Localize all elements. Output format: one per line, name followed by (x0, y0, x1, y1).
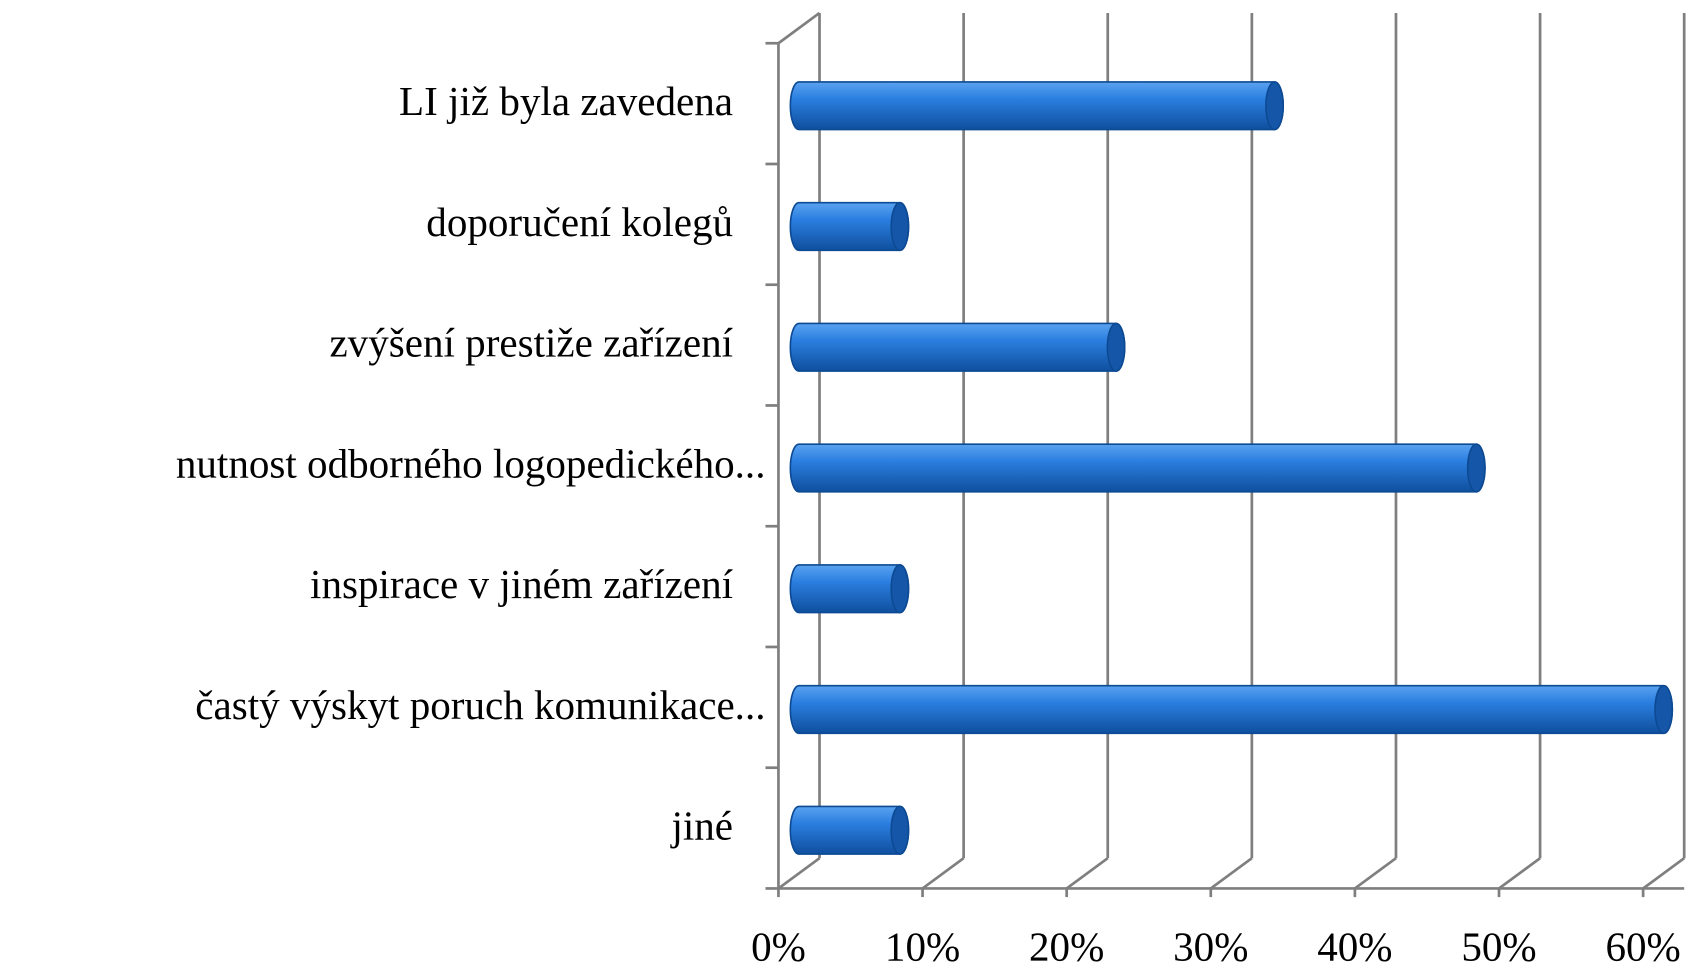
x-tick-label: 10% (885, 924, 960, 970)
x-tick-label: 50% (1461, 924, 1536, 970)
category-label: doporučení kolegů (426, 199, 733, 245)
x-tick-label: 40% (1317, 924, 1392, 970)
category-label: jiné (669, 803, 733, 849)
category-label: nutnost odborného logopedického... (176, 440, 766, 486)
bar (789, 564, 910, 614)
grid-line (1354, 857, 1397, 890)
grid-line (1209, 857, 1253, 890)
bar-cap (890, 805, 910, 855)
bar (789, 201, 910, 252)
category-label: častý výskyt poruch komunikace... (195, 682, 765, 728)
bar-cap (890, 564, 910, 614)
category-label: zvýšení prestiže zařízení (329, 320, 733, 366)
bar-cap (1106, 322, 1126, 372)
bar-cap (1654, 684, 1674, 735)
grid-line (777, 857, 821, 890)
bar (789, 805, 910, 855)
bar-cap (890, 201, 910, 252)
category-label: LI již byla zavedena (399, 78, 733, 124)
category-label: inspirace v jiném zařízení (310, 561, 733, 607)
grid-line (1642, 857, 1685, 890)
bar (789, 322, 1126, 372)
bar-cap (1466, 443, 1486, 493)
wall-edge (777, 11, 821, 45)
grid-line (1065, 857, 1109, 890)
bar-body (789, 443, 1486, 493)
x-tick-label: 0% (751, 924, 806, 970)
x-tick-label: 60% (1605, 924, 1680, 970)
bar-body (789, 81, 1284, 131)
bar-body (789, 684, 1674, 735)
bar (789, 81, 1285, 131)
grid-line (1498, 857, 1541, 890)
bar-body (789, 322, 1126, 372)
bar-cap (1265, 81, 1285, 131)
bar (789, 684, 1674, 735)
grid-line (921, 857, 965, 890)
x-tick-label: 20% (1029, 924, 1104, 970)
x-tick-label: 30% (1173, 924, 1248, 970)
bar (789, 443, 1486, 493)
